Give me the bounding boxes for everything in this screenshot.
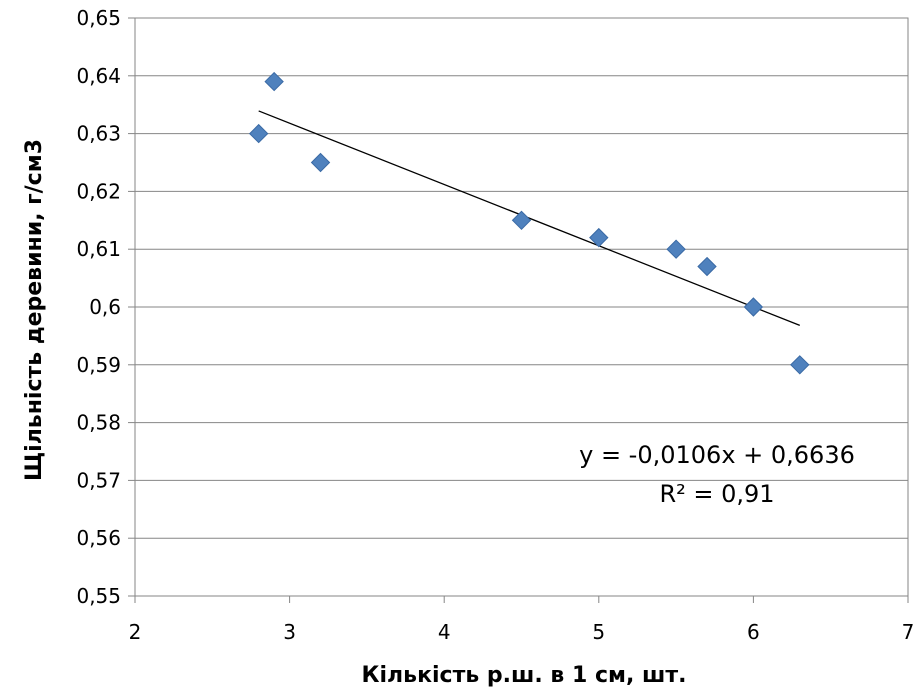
plot-area	[134, 17, 909, 597]
y-tick-label: 0,6	[89, 295, 121, 319]
data-point	[264, 71, 284, 92]
y-tick-label: 0,57	[76, 468, 121, 492]
y-tick-label: 0,64	[76, 64, 121, 88]
y-tick-label: 0,56	[76, 526, 121, 550]
trendline-r-squared: R² = 0,91	[659, 480, 774, 508]
y-tick-label: 0,63	[76, 122, 121, 146]
y-tick-label: 0,58	[76, 411, 121, 435]
data-point	[589, 227, 609, 248]
x-tick-label: 3	[283, 620, 296, 644]
data-point	[666, 239, 686, 259]
y-tick-label: 0,55	[76, 584, 121, 608]
y-tick-label: 0,59	[76, 353, 121, 377]
data-point	[248, 123, 269, 144]
data-points	[248, 71, 810, 375]
trendline	[258, 110, 801, 326]
x-axis-title: Кількість р.ш. в 1 см, шт.	[362, 663, 687, 688]
y-axis-title: Щільність деревини, г/см3	[22, 139, 47, 481]
y-tick-label: 0,65	[76, 6, 121, 30]
y-tick-label: 0,62	[76, 179, 121, 203]
y-axis-tick-labels: 0,55 0,56 0,57 0,58 0,59 0,6 0,61 0,62 0,63 0,64 0…	[76, 6, 121, 608]
x-tick-label: 6	[747, 620, 760, 644]
data-point	[511, 210, 532, 231]
data-point	[743, 297, 764, 317]
y-tick-label: 0,61	[76, 237, 121, 261]
x-tick-label: 4	[438, 620, 451, 644]
x-tick-label: 2	[129, 620, 142, 644]
gridlines	[128, 17, 909, 603]
x-tick-label: 5	[592, 620, 605, 644]
data-point	[790, 355, 810, 375]
data-point	[697, 256, 717, 277]
x-tick-label: 7	[902, 620, 915, 644]
x-axis-tick-labels: 2 3 4 5 6 7	[129, 620, 915, 644]
trendline-equation: y = -0,0106x + 0,6636	[579, 441, 855, 469]
data-point	[310, 152, 331, 173]
